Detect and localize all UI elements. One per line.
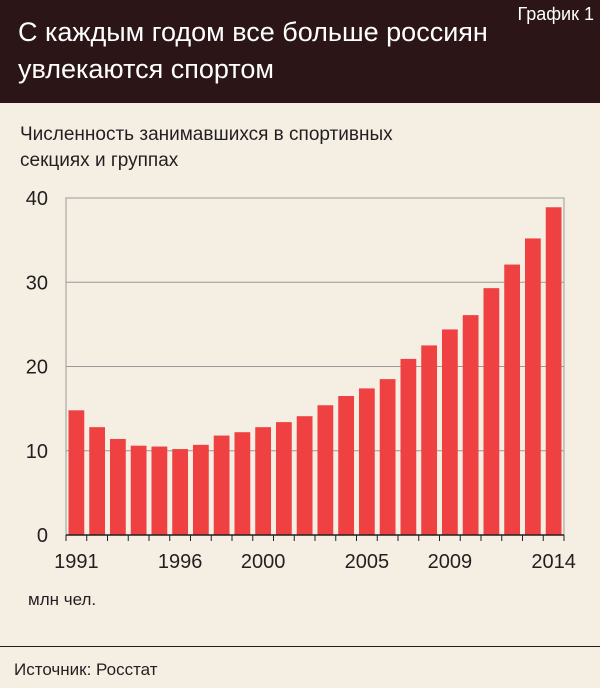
y-tick-label: 30 — [26, 272, 48, 294]
bar-2002 — [296, 416, 313, 535]
x-tick-label: 2005 — [345, 551, 390, 573]
chart-subtitle: Численность занимавшихся в спортивных се… — [20, 124, 393, 171]
bar-1997 — [192, 444, 209, 535]
bar-1993 — [109, 438, 126, 535]
bar-2009 — [441, 329, 458, 535]
x-tick-label: 2014 — [531, 551, 576, 573]
bar-1992 — [89, 427, 106, 535]
x-tick-label: 2000 — [241, 551, 286, 573]
bar-2010 — [462, 315, 479, 535]
x-tick-label: 1991 — [54, 551, 99, 573]
bar-2003 — [317, 405, 334, 535]
y-tick-label: 0 — [37, 525, 48, 547]
bar-1996 — [172, 449, 189, 535]
bar-1998 — [213, 435, 230, 535]
y-tick-label: 10 — [26, 441, 48, 463]
bar-chart: 0 10 20 30 40 1991 1996 2000 2005 2009 2014 — [26, 188, 576, 573]
bar-2012 — [504, 264, 521, 535]
bar-2006 — [379, 379, 396, 535]
bar-1991 — [68, 410, 85, 535]
bar-1994 — [130, 445, 147, 535]
bar-2001 — [275, 422, 292, 535]
bar-2000 — [255, 427, 272, 535]
y-tick-label: 20 — [26, 357, 48, 379]
source-divider — [0, 646, 600, 647]
bar-2005 — [358, 388, 375, 535]
bar-2014 — [545, 207, 562, 535]
chart-header: С каждым годом все больше россиян увлека… — [0, 0, 600, 103]
bar-2004 — [338, 395, 355, 535]
chart-number-label: График 1 — [517, 4, 594, 24]
bar-1995 — [151, 446, 168, 535]
bar-2013 — [524, 238, 541, 535]
bar-2011 — [483, 288, 500, 535]
source-note: Источник: Росстат — [14, 660, 158, 679]
bar-2008 — [421, 345, 438, 535]
chart-title: С каждым годом все больше россиян увлека… — [18, 17, 488, 84]
unit-label: млн чел. — [28, 590, 97, 609]
bar-2007 — [400, 358, 417, 535]
y-tick-label: 40 — [26, 188, 48, 210]
x-tick-label: 2009 — [428, 551, 473, 573]
bar-1999 — [234, 432, 251, 535]
x-tick-label: 1996 — [158, 551, 203, 573]
